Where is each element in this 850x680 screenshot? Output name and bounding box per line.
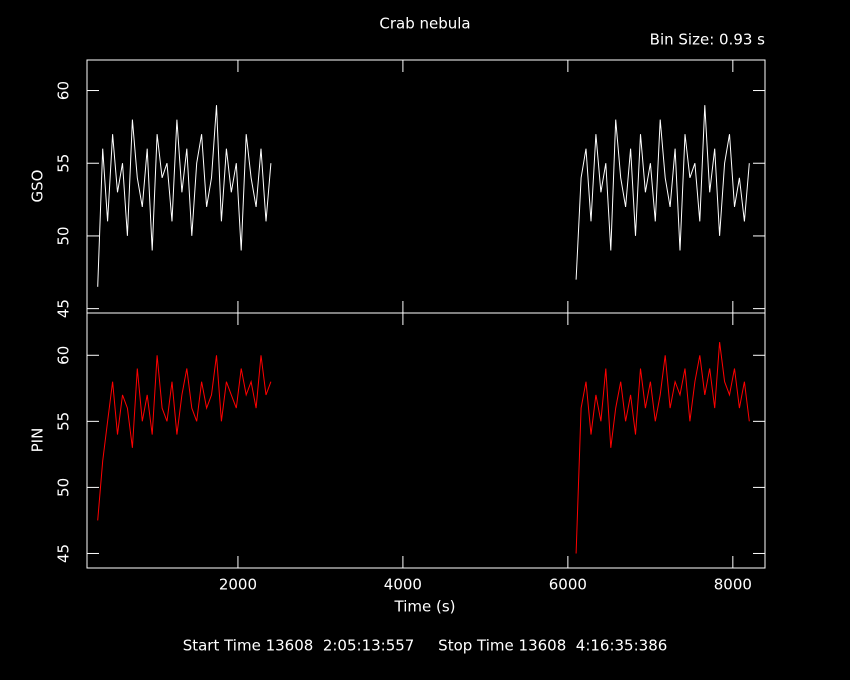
y-tick-label: 60	[55, 346, 73, 365]
plot-frame	[86, 312, 766, 569]
y-tick-label: 45	[55, 544, 73, 563]
footer: Start Time 13608 2:05:13:557 Stop Time 1…	[183, 637, 668, 655]
y-tick-label: 45	[55, 299, 73, 318]
chart-title: Crab nebula	[379, 15, 470, 33]
y-tick-label: 50	[55, 226, 73, 245]
y-tick-label: 55	[55, 412, 73, 431]
y-tick-label: 50	[55, 478, 73, 497]
y-axis-label: GSO	[29, 170, 47, 203]
y-tick-label: 55	[55, 154, 73, 173]
data-line	[97, 105, 750, 287]
x-axis-label: Time (s)	[394, 598, 456, 616]
data-line	[97, 342, 750, 554]
x-tick-label: 2000	[219, 576, 257, 594]
bin-size: Bin Size: 0.93 s	[650, 31, 766, 49]
y-axis-label: PIN	[29, 428, 47, 453]
x-tick-label: 8000	[714, 576, 752, 594]
y-tick-label: 60	[55, 81, 73, 100]
x-tick-label: 6000	[549, 576, 587, 594]
x-tick-label: 4000	[384, 576, 422, 594]
